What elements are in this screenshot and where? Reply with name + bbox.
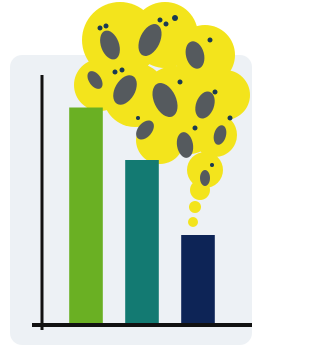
page: {"chart_data": {"type": "bar", "categori… (0, 0, 262, 361)
bar (125, 160, 159, 325)
bar (181, 235, 215, 325)
bar (69, 108, 103, 326)
chart (0, 0, 262, 361)
